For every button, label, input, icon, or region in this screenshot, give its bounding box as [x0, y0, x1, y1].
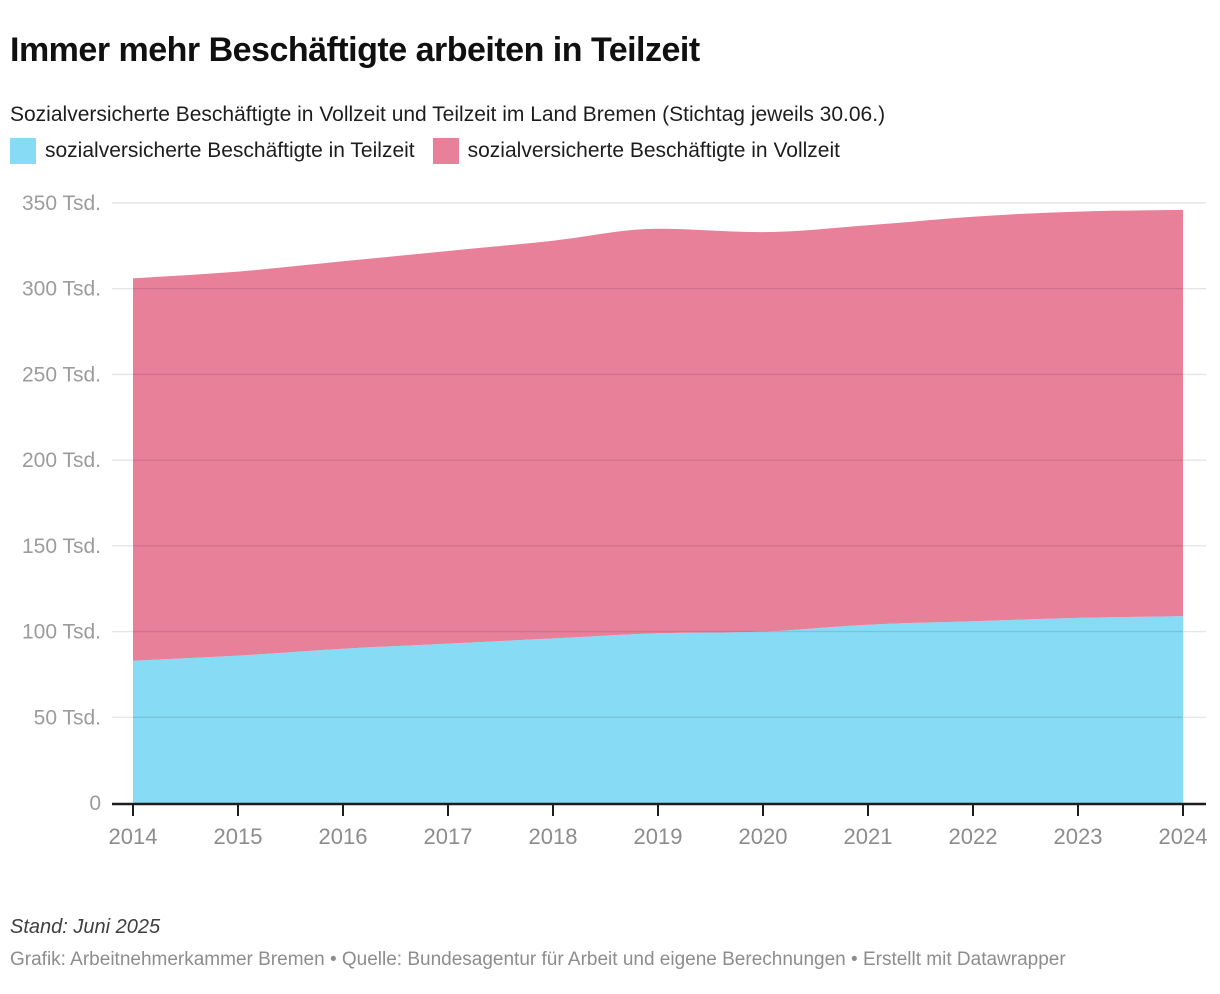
x-tick-label: 2023 [1054, 824, 1103, 849]
legend: sozialversicherte Beschäftigte in Teilze… [10, 138, 840, 164]
y-tick-label: 100 Tsd. [22, 621, 101, 644]
legend-item-vollzeit: sozialversicherte Beschäftigte in Vollze… [432, 138, 840, 164]
footer-source-credit: Grafik: Arbeitnehmerkammer Bremen • Quel… [10, 949, 1066, 970]
x-tick-label: 2016 [319, 824, 368, 849]
x-tick-label: 2017 [424, 824, 473, 849]
page-title: Immer mehr Beschäftigte arbeiten in Teil… [10, 30, 700, 69]
chart-subtitle: Sozialversicherte Beschäftigte in Vollze… [10, 103, 886, 126]
y-tick-label: 50 Tsd. [34, 706, 101, 729]
area-vollzeit [133, 209, 1183, 661]
x-tick-label: 2024 [1159, 824, 1208, 849]
x-tick-label: 2022 [949, 824, 998, 849]
legend-label-vollzeit: sozialversicherte Beschäftigte in Vollze… [467, 139, 840, 162]
y-tick-label: 150 Tsd. [22, 535, 101, 558]
y-tick-label: 250 Tsd. [22, 363, 101, 386]
x-tick-label: 2018 [529, 824, 578, 849]
x-tick-label: 2020 [739, 824, 788, 849]
y-tick-label: 0 [89, 792, 101, 815]
x-tick-label: 2019 [634, 824, 683, 849]
x-tick-label: 2014 [109, 824, 158, 849]
x-tick-label: 2015 [214, 824, 263, 849]
y-tick-label: 200 Tsd. [22, 449, 101, 472]
legend-item-teilzeit: sozialversicherte Beschäftigte in Teilze… [10, 138, 415, 164]
x-tick-label: 2021 [844, 824, 893, 849]
footer-stand-note: Stand: Juni 2025 [10, 916, 161, 938]
legend-label-teilzeit: sozialversicherte Beschäftigte in Teilze… [45, 139, 415, 162]
y-tick-label: 350 Tsd. [22, 192, 101, 215]
area-teilzeit [133, 616, 1183, 803]
legend-swatch-teilzeit [10, 138, 36, 164]
y-tick-label: 300 Tsd. [22, 278, 101, 301]
legend-swatch-vollzeit [432, 138, 459, 164]
